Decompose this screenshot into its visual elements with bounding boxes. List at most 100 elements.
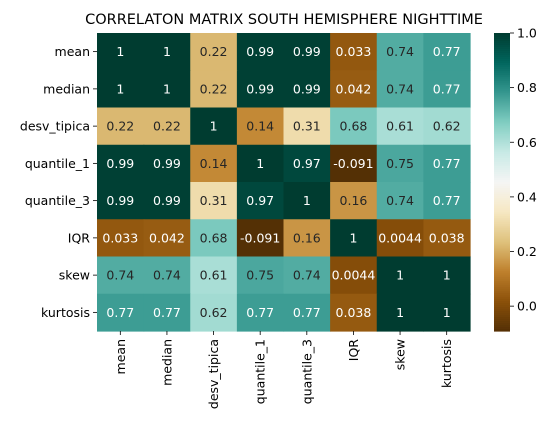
- heatmap-cell-value: 0.22: [200, 44, 228, 59]
- heatmap-cell: [97, 33, 145, 71]
- colorbar-segment: [494, 182, 510, 185]
- colorbar-segment: [494, 154, 510, 157]
- colorbar-segment: [494, 96, 510, 100]
- heatmap-cell-value: 1: [396, 305, 404, 320]
- heatmap-cell: [423, 107, 471, 146]
- heatmap-cell: [330, 256, 378, 295]
- colorbar-segment: [494, 279, 510, 282]
- colorbar-segment: [494, 74, 510, 78]
- heatmap-cell: [423, 293, 471, 332]
- colorbar-segment: [494, 100, 510, 104]
- heatmap-cell-value: 0.99: [153, 156, 181, 171]
- colorbar-segment: [494, 281, 510, 284]
- colorbar-segment: [494, 225, 510, 229]
- colorbar-segment: [494, 124, 510, 127]
- colorbar-segment: [494, 52, 510, 56]
- column-tick-label: median: [159, 339, 174, 386]
- colorbar-segment: [494, 76, 510, 80]
- colorbar-segment: [494, 199, 510, 203]
- colorbar-segment: [494, 303, 510, 306]
- colorbar-segment: [494, 323, 510, 326]
- heatmap-cell: [283, 144, 331, 183]
- colorbar-segment: [494, 187, 510, 191]
- colorbar-segment: [494, 317, 510, 320]
- heatmap-cell-value: 0.97: [293, 156, 321, 171]
- heatmap-cell-value: 0.77: [433, 193, 461, 208]
- colorbar-segment: [494, 116, 510, 120]
- colorbar-tick-label: 0.6: [517, 135, 537, 150]
- row-tick-label: IQR: [68, 230, 91, 245]
- colorbar-segment: [494, 261, 510, 265]
- heatmap-cell: [97, 256, 145, 295]
- colorbar-segment: [494, 138, 510, 141]
- colorbar-segment: [494, 58, 510, 62]
- colorbar-segment: [494, 42, 510, 46]
- heatmap-cell: [283, 293, 331, 332]
- colorbar-segment: [494, 102, 510, 106]
- heatmap-cell-value: 0.75: [246, 268, 274, 283]
- heatmap-cell: [376, 144, 424, 183]
- heatmap-cell-value: 0.16: [340, 193, 368, 208]
- colorbar-segment: [494, 233, 510, 237]
- colorbar-segment: [494, 148, 510, 151]
- colorbar-segment: [494, 197, 510, 201]
- colorbar-segment: [494, 162, 510, 165]
- row-tick-label: quantile_1: [25, 156, 90, 171]
- colorbar-segment: [494, 60, 510, 64]
- heatmap-cell-value: 0.16: [293, 230, 321, 245]
- heatmap-cell: [143, 293, 191, 332]
- colorbar-segment: [494, 239, 510, 243]
- heatmap-cell: [236, 293, 285, 332]
- heatmap-cell-value: 0.31: [293, 119, 321, 134]
- colorbar-segment: [494, 311, 510, 314]
- colorbar-tick-label: 0.0: [517, 299, 537, 314]
- heatmap-cell: [190, 256, 238, 295]
- colorbar-segment: [494, 295, 510, 298]
- heatmap-cell-value: 1: [349, 230, 357, 245]
- colorbar-segment: [494, 291, 510, 294]
- colorbar-segment: [494, 160, 510, 163]
- colorbar-segment: [494, 112, 510, 116]
- heatmap-cell-value: 0.22: [200, 81, 228, 96]
- colorbar-segment: [494, 68, 510, 72]
- heatmap-cell: [376, 70, 424, 109]
- colorbar-segment: [494, 33, 510, 36]
- colorbar-segment: [494, 247, 510, 251]
- heatmap-cell: [423, 144, 471, 183]
- colorbar-segment: [494, 227, 510, 231]
- colorbar-segment: [494, 142, 510, 145]
- colorbar-segment: [494, 307, 510, 310]
- row-tick-label: desv_tipica: [20, 119, 90, 134]
- heatmap-cell-value: 0.14: [200, 156, 228, 171]
- column-tick-label: quantile_3: [299, 339, 314, 404]
- heatmap-cell-value: 0.77: [433, 156, 461, 171]
- colorbar-segment: [494, 114, 510, 118]
- heatmap-cell: [143, 107, 191, 146]
- row-tick-labels: mean median desv_tipica quantile_1 quantile_…: [20, 44, 97, 320]
- heatmap-cell-value: 0.77: [153, 305, 181, 320]
- colorbar-segment: [494, 180, 510, 183]
- colorbar-segment: [494, 54, 510, 58]
- colorbar-segment: [494, 195, 510, 199]
- colorbar-tick-label: 0.4: [517, 189, 537, 204]
- colorbar-segment: [494, 38, 510, 42]
- heatmap-cell: [143, 182, 191, 220]
- heatmap-cell-value: 1: [210, 119, 218, 134]
- colorbar-segment: [494, 249, 510, 253]
- heatmap-cell-value: 0.62: [200, 305, 228, 320]
- heatmap-cell: [190, 70, 238, 109]
- row-tick-label: quantile_3: [25, 193, 90, 208]
- heatmap-cell-value: 1: [256, 156, 264, 171]
- colorbar-segment: [494, 241, 510, 245]
- colorbar-segment: [494, 122, 510, 125]
- heatmap-cell: [143, 33, 191, 71]
- colorbar-segment: [494, 243, 510, 247]
- colorbar-segment: [494, 299, 510, 302]
- heatmap-cell-value: 0.99: [246, 81, 274, 96]
- heatmap-cell: [143, 219, 191, 258]
- colorbar-segment: [494, 126, 510, 129]
- colorbar-segment: [494, 80, 510, 84]
- heatmap-cell: [97, 70, 145, 109]
- colorbar-segment: [494, 283, 510, 286]
- colorbar-segment: [494, 104, 510, 108]
